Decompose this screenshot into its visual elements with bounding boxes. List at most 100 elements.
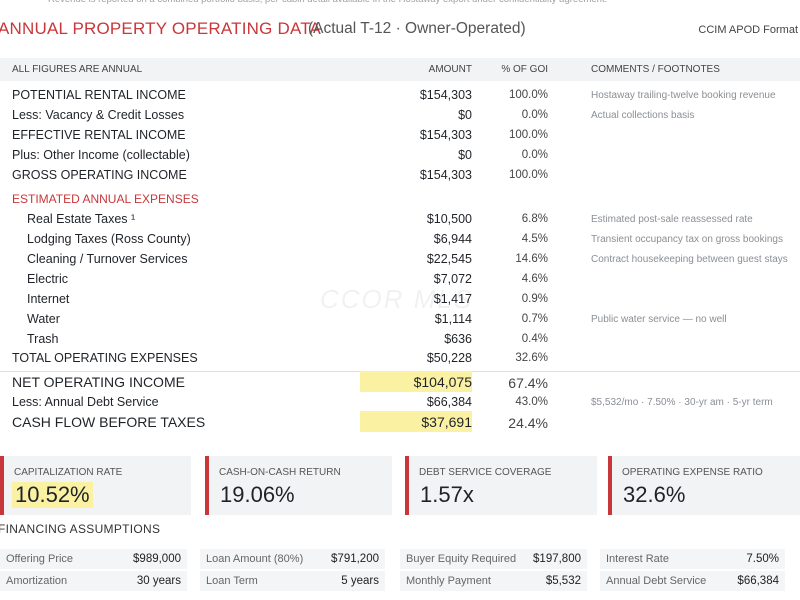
format-label: CCIM APOD Format (698, 24, 798, 36)
row-pct: 0.0% (521, 109, 548, 121)
financing-label: Amortization (6, 575, 68, 587)
column-header: ALL FIGURES ARE ANNUAL (12, 64, 143, 75)
row-pct: 0.0% (521, 149, 548, 161)
financing-value: $989,000 (133, 553, 181, 565)
row-label: GROSS OPERATING INCOME (12, 168, 187, 182)
financing-title: FINANCING ASSUMPTIONS (0, 522, 161, 536)
row-label: Internet (27, 292, 70, 306)
watermark: CCOR MLS (320, 284, 474, 314)
financing-label: Interest Rate (606, 553, 669, 565)
row-label: Plus: Other Income (collectable) (12, 148, 190, 162)
metric-label: CAPITALIZATION RATE (14, 467, 123, 478)
row-comment: Actual collections basis (591, 110, 695, 121)
row-pct: 14.6% (515, 253, 548, 265)
financing-cell: Loan Term 5 years (200, 571, 385, 591)
financing-value: 7.50% (746, 553, 779, 565)
row-pct: 67.4% (508, 375, 548, 391)
financing-label: Offering Price (6, 553, 74, 565)
row-comment: $5,532/mo · 7.50% · 30-yr am · 5-yr term (591, 397, 773, 408)
row-amount: $104,075 (413, 374, 472, 390)
financing-label: Loan Term (206, 575, 258, 587)
metric-label: CASH-ON-CASH RETURN (219, 467, 341, 478)
row-label: POTENTIAL RENTAL INCOME (12, 88, 186, 102)
financing-cell: Annual Debt Service $66,384 (600, 571, 785, 591)
row-amount: $6,944 (433, 232, 472, 246)
row-pct: 24.4% (508, 415, 548, 431)
row-pct: 100.0% (508, 169, 548, 181)
row-comment: Hostaway trailing-twelve booking revenue (591, 90, 776, 101)
financing-cell: Amortization 30 years (0, 571, 187, 591)
section-title: ESTIMATED ANNUAL EXPENSES (12, 192, 199, 206)
financing-cell: Offering Price $989,000 (0, 549, 187, 569)
row-amount: $1,417 (433, 292, 472, 306)
row-label: Less: Vacancy & Credit Losses (12, 108, 185, 122)
row-label: Cleaning / Turnover Services (27, 252, 188, 266)
row-pct: 100.0% (508, 129, 548, 141)
subtitle: (Actual T-12 · Owner-Operated) (308, 20, 526, 37)
row-label: Water (27, 312, 60, 326)
row-pct: 4.6% (521, 273, 548, 285)
financing-label: Buyer Equity Required (406, 553, 517, 565)
row-amount: $0 (458, 148, 472, 162)
financing-value: 5 years (341, 575, 379, 587)
row-amount: $1,114 (434, 312, 472, 326)
row-pct: 0.9% (521, 293, 548, 305)
row-comment: Contract housekeeping between guest stay… (591, 254, 788, 265)
metric-label: OPERATING EXPENSE RATIO (622, 467, 763, 478)
row-pct: 43.0% (515, 396, 548, 408)
metric-card: OPERATING EXPENSE RATIO 32.6% (608, 456, 800, 515)
metric-card: CASH-ON-CASH RETURN 19.06% (205, 456, 392, 515)
financing-value: $197,800 (533, 553, 581, 565)
row-label: CASH FLOW BEFORE TAXES (12, 414, 206, 430)
highlight (360, 411, 472, 432)
row-comment: Transient occupancy tax on gross booking… (591, 234, 783, 245)
row-pct: 0.7% (521, 313, 548, 325)
metric-label: DEBT SERVICE COVERAGE (419, 467, 552, 478)
row-label: NET OPERATING INCOME (12, 374, 185, 390)
title: ANNUAL PROPERTY OPERATING DATA (0, 19, 322, 38)
highlight (360, 371, 472, 392)
row-pct: 4.5% (521, 233, 548, 245)
row-amount: $22,545 (426, 252, 472, 266)
row-comment: Public water service — no well (591, 314, 727, 325)
row-amount: $7,072 (433, 272, 472, 286)
row-label: EFFECTIVE RENTAL INCOME (12, 128, 186, 142)
row-label: TOTAL OPERATING EXPENSES (12, 351, 198, 365)
row-label: Real Estate Taxes ¹ (27, 212, 136, 226)
financing-cell: Interest Rate 7.50% (600, 549, 785, 569)
financing-cell: Buyer Equity Required $197,800 (400, 549, 587, 569)
column-header: COMMENTS / FOOTNOTES (591, 64, 720, 75)
metric-value: 10.52% (12, 482, 93, 508)
row-label: Electric (27, 272, 68, 286)
row-label: Lodging Taxes (Ross County) (27, 232, 191, 246)
row-amount: $154,303 (419, 128, 472, 142)
row-pct: 6.8% (521, 213, 548, 225)
row-amount: $37,691 (421, 414, 472, 430)
row-amount: $636 (444, 332, 472, 346)
financing-label: Loan Amount (80%) (206, 553, 304, 565)
metric-value: 1.57x (420, 482, 474, 507)
row-amount: $154,303 (419, 168, 472, 182)
header-bar (0, 58, 800, 81)
row-amount: $66,384 (426, 395, 472, 409)
row-pct: 32.6% (515, 352, 548, 364)
row-amount: $50,228 (426, 351, 472, 365)
column-header: % OF GOI (501, 64, 548, 75)
row-label: Less: Annual Debt Service (12, 395, 159, 409)
row-comment: Estimated post-sale reassessed rate (591, 214, 753, 225)
row-amount: $0 (458, 108, 472, 122)
metric-card: CAPITALIZATION RATE 10.52% (0, 456, 191, 515)
metric-card: DEBT SERVICE COVERAGE 1.57x (405, 456, 597, 515)
metric-value: 19.06% (220, 482, 295, 507)
row-amount: $10,500 (426, 212, 472, 226)
financing-value: 30 years (136, 575, 181, 587)
row-pct: 0.4% (521, 333, 548, 345)
financing-value: $66,384 (737, 575, 779, 587)
row-label: Trash (27, 332, 59, 346)
top-note: Revenue is reported on a combined portfo… (48, 0, 607, 5)
financing-cell: Loan Amount (80%) $791,200 (200, 549, 385, 569)
metric-value: 32.6% (623, 482, 686, 507)
column-header: AMOUNT (428, 64, 472, 75)
financing-value: $5,532 (545, 575, 581, 587)
